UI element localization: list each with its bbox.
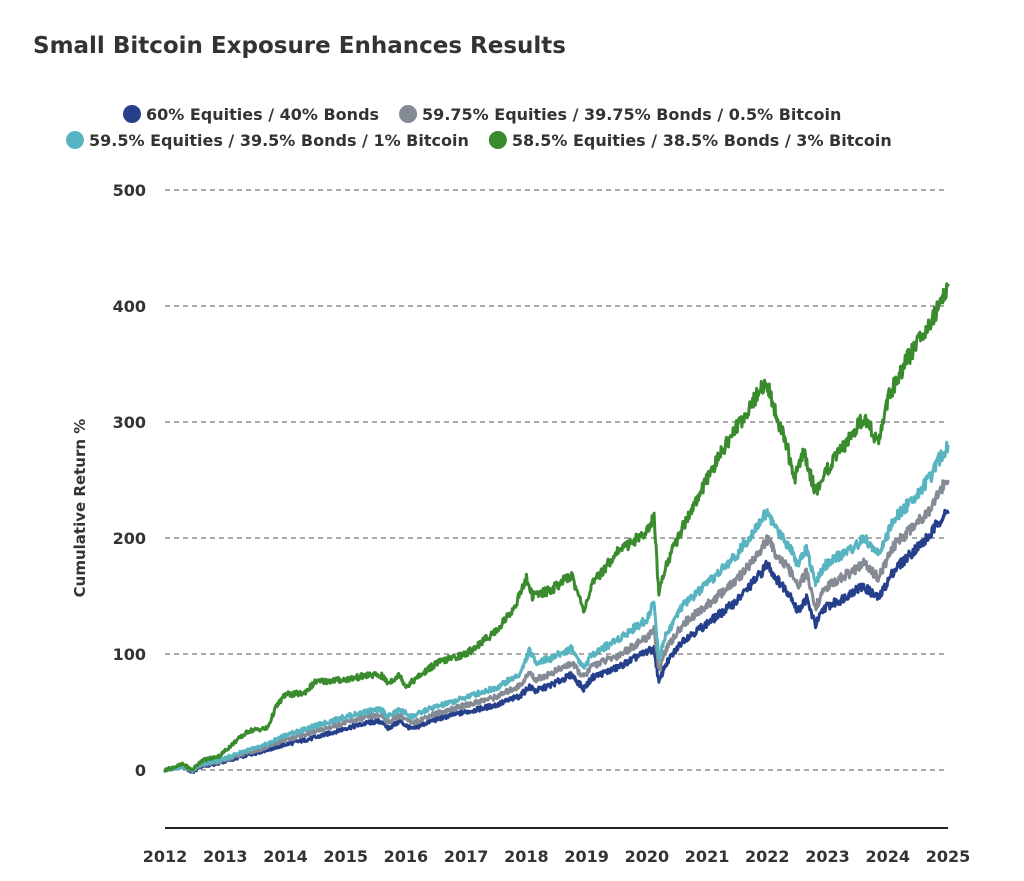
y-tick-label-100: 100	[113, 645, 146, 664]
legend-label-4: 58.5% Equities / 38.5% Bonds / 3% Bitcoi…	[512, 131, 892, 150]
x-axis: 2012 2013 2014 2015 2016 2017 2018 2019 2020 2021…	[143, 827, 971, 866]
series-line-4	[163, 282, 950, 773]
legend-label-1: 60% Equities / 40% Bonds	[146, 105, 379, 124]
x-tick-label-2024: 2024	[866, 847, 911, 866]
x-tick-label-2016: 2016	[384, 847, 429, 866]
x-tick-label-2012: 2012	[143, 847, 188, 866]
y-tick-label-300: 300	[113, 413, 146, 432]
y-tick-label-200: 200	[113, 529, 146, 548]
legend-label-3: 59.5% Equities / 39.5% Bonds / 1% Bitcoi…	[89, 131, 469, 150]
series-line-1	[163, 508, 950, 775]
x-tick-label-2020: 2020	[625, 847, 670, 866]
series-line-3	[163, 440, 950, 773]
x-tick-label-2015: 2015	[323, 847, 368, 866]
y-tick-label-0: 0	[135, 761, 146, 780]
x-tick-label-2018: 2018	[504, 847, 549, 866]
y-tick-label-500: 500	[113, 181, 146, 200]
legend-marker-3	[66, 131, 84, 149]
x-tick-label-2017: 2017	[444, 847, 489, 866]
legend-label-2: 59.75% Equities / 39.75% Bonds / 0.5% Bi…	[422, 105, 841, 124]
gridlines	[165, 189, 948, 771]
x-tick-label-2021: 2021	[685, 847, 730, 866]
x-tick-label-2014: 2014	[263, 847, 308, 866]
x-tick-label-2019: 2019	[564, 847, 609, 866]
legend: 60% Equities / 40% Bonds 59.75% Equities …	[66, 105, 892, 150]
y-tick-label-400: 400	[113, 297, 146, 316]
legend-marker-1	[123, 105, 141, 123]
x-tick-label-2013: 2013	[203, 847, 248, 866]
series-layer	[163, 282, 950, 775]
series-line-2	[163, 479, 950, 774]
x-tick-label-2025: 2025	[926, 847, 971, 866]
y-axis-label: Cumulative Return %	[71, 419, 89, 598]
legend-marker-4	[488, 131, 507, 149]
chart-title: Small Bitcoin Exposure Enhances Results	[33, 33, 566, 59]
x-tick-label-2023: 2023	[805, 847, 850, 866]
legend-marker-2	[399, 105, 418, 123]
y-axis-ticks: 0 100 200 300 400 500	[113, 181, 146, 780]
x-tick-label-2022: 2022	[745, 847, 790, 866]
